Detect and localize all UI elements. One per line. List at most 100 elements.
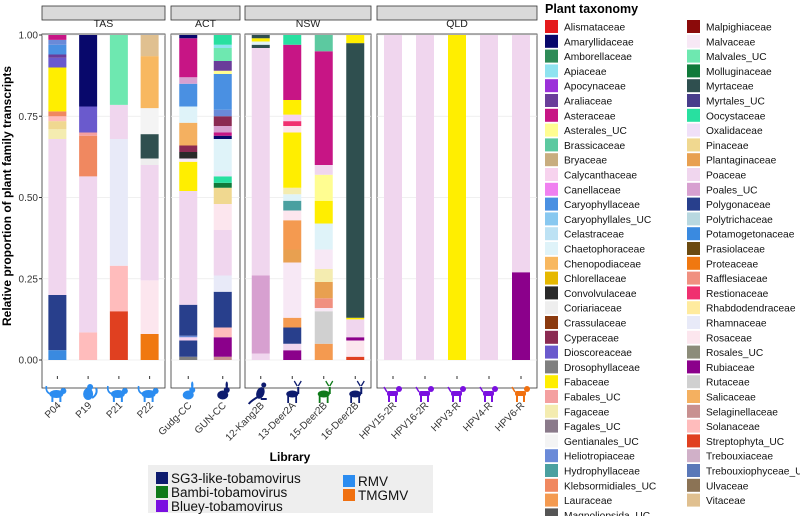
taxonomy-swatch	[687, 301, 700, 315]
virus-legend-item: TMGMV	[343, 488, 408, 503]
y-axis: Relative proportion of plant family tran…	[0, 31, 42, 367]
bar-segment-poaceae	[251, 48, 270, 276]
taxonomy-legend-item: Drosophyllaceae	[545, 360, 640, 374]
bar-segment-heliotropiaceae	[179, 335, 198, 338]
taxonomy-label: Oxalidaceae	[706, 126, 763, 137]
bar-segment-rhamnaceae	[213, 171, 232, 177]
taxonomy-swatch	[545, 375, 558, 389]
taxonomy-legend-item: Vitaceae	[687, 493, 746, 507]
taxonomy-label: Myrtales_UC	[706, 97, 765, 108]
bar-segment-poaceae	[346, 319, 365, 338]
virus-legend-item: Bluey-tobamovirus	[156, 499, 283, 514]
bar-segment-solanaceae	[213, 327, 232, 338]
dog-icon	[479, 386, 498, 402]
bar-13-deer2a	[283, 35, 302, 360]
bar-segment-myrtaceae	[251, 35, 270, 39]
taxonomy-legend-item: Streptophyta_UC	[687, 434, 784, 448]
bar-segment-poaceae	[48, 139, 67, 295]
taxonomy-legend-item: Selaginellaceae	[687, 404, 778, 418]
cat-icon	[45, 385, 67, 402]
facet-qld: QLD	[376, 5, 538, 389]
bar-segment-polygonaceae	[213, 291, 232, 328]
bar-segment-salicaceae	[179, 122, 198, 146]
taxonomy-label: Poaceae	[706, 171, 747, 182]
taxonomy-label: Brassicaceae	[564, 141, 625, 152]
bar-segment-malvales-uc	[213, 48, 232, 61]
bar-hpv6-r	[512, 35, 530, 360]
bar-segment-amaryllidaceae	[79, 35, 98, 107]
bar-segment-chaetophoraceae	[314, 223, 333, 250]
taxonomy-legend-item: Rosaceae	[687, 330, 752, 344]
taxonomy-swatch	[687, 79, 700, 93]
taxonomy-label: Restionaceae	[706, 289, 769, 300]
taxonomy-swatch	[687, 34, 700, 48]
taxonomy-label: Molluginaceae	[706, 67, 772, 78]
taxonomy-swatch	[687, 182, 700, 196]
bar-segment-rosaceae	[213, 204, 232, 230]
bar-gudg-cc	[179, 35, 198, 360]
dog-icon	[447, 386, 466, 402]
taxonomy-legend-item: Proteaceae	[687, 256, 758, 270]
x-tick-label: P19	[74, 400, 95, 421]
taxonomy-swatch	[545, 168, 558, 181]
y-axis-title: Relative proportion of plant family tran…	[0, 66, 14, 326]
taxonomy-label: Rosaceae	[706, 333, 752, 344]
bar-segment-poaceae	[140, 165, 159, 281]
taxonomy-swatch	[687, 449, 700, 463]
taxonomy-swatch	[545, 94, 558, 107]
taxonomy-legend-item: Magnoliopsida_UC	[545, 508, 650, 521]
bar-segment-rubiaceae	[283, 350, 302, 360]
taxonomy-swatch	[545, 64, 558, 78]
taxonomy-legend-item: Celastraceae	[545, 227, 624, 241]
taxonomy-label: Fagales_UC	[564, 422, 621, 433]
bar-segment-rutaceae	[314, 311, 333, 344]
virus-swatch	[343, 475, 355, 487]
taxonomy-legend-item: Asteraceae	[545, 108, 616, 122]
y-tick-label: 0.75	[19, 112, 39, 123]
bar-segment-fabaceae	[179, 161, 198, 191]
bar-12-kang2b	[251, 35, 270, 360]
taxonomy-legend-item: Poaceae	[687, 168, 747, 182]
x-tick-label: HPV6-R	[493, 400, 527, 434]
taxonomy-swatch	[545, 316, 558, 329]
taxonomy-swatch	[687, 64, 700, 78]
y-tick-label: 0.25	[19, 274, 39, 285]
deer-icon	[286, 380, 302, 403]
taxonomy-swatch	[545, 464, 558, 477]
taxonomy-label: Proteaceae	[706, 259, 758, 270]
taxonomy-label: Canellaceae	[564, 185, 621, 196]
taxonomy-label: Apiaceae	[564, 67, 607, 78]
taxonomy-legend-item: Amborellaceae	[545, 49, 632, 63]
taxonomy-legend-title: Plant taxonomy	[545, 2, 638, 16]
taxonomy-swatch	[687, 345, 700, 359]
x-tick-label: P22	[135, 400, 156, 421]
bar-segment-amaryllidaceae	[213, 135, 232, 139]
bar-segment-cyperaceae	[179, 145, 198, 152]
taxonomy-label: Malvales_UC	[706, 52, 767, 63]
taxonomy-legend-item: Coriariaceae	[545, 301, 622, 315]
taxonomy-legend-item: Chenopodiaceae	[545, 256, 641, 270]
taxonomy-label: Vitaceae	[706, 496, 746, 507]
bar-p04	[48, 35, 67, 360]
taxonomy-legend-item: Salicaceae	[687, 390, 756, 404]
taxonomy-label: Rhabdodendraceae	[706, 304, 796, 315]
taxonomy-swatch	[545, 242, 558, 255]
rabbit-icon	[182, 381, 196, 400]
bar-segment-rubiaceae	[213, 337, 232, 357]
taxonomy-label: Oocystaceae	[706, 111, 766, 122]
taxonomy-swatch	[687, 434, 700, 448]
taxonomy-label: Gentianales_UC	[564, 437, 639, 448]
taxonomy-legend-item: Trebouxiophyceae_UC	[687, 464, 800, 478]
taxonomy-legend-item: Rutaceae	[687, 375, 750, 389]
virus-label: Bambi-tobamovirus	[171, 485, 288, 500]
taxonomy-label: Caryophyllaceae	[564, 200, 640, 211]
taxonomy-label: Trebouxiaceae	[706, 452, 773, 463]
taxonomy-legend-item: Apiaceae	[545, 64, 607, 78]
bar-segment-rhamnaceae	[109, 139, 128, 266]
x-tick-label: HPV3-R	[429, 400, 463, 434]
bar-segment-klebsormidiales-uc	[79, 135, 98, 177]
taxonomy-swatch	[545, 227, 558, 241]
bar-segment-rubiaceae	[346, 337, 365, 341]
bar-segment-poaceae	[179, 191, 198, 305]
